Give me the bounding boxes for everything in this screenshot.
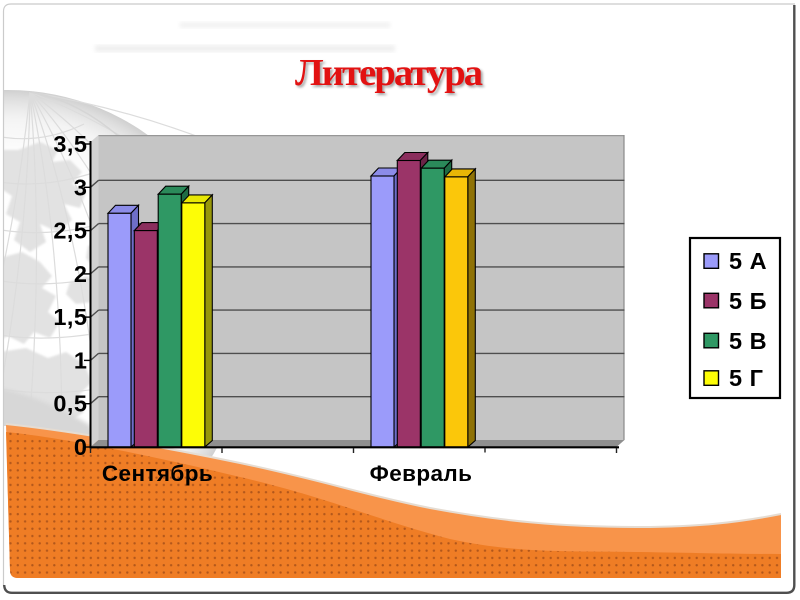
svg-text:2: 2 bbox=[74, 261, 88, 287]
svg-text:3,5: 3,5 bbox=[53, 131, 87, 157]
svg-text:Сентябрь: Сентябрь bbox=[102, 461, 213, 486]
svg-text:3: 3 bbox=[74, 174, 88, 200]
svg-text:5 А: 5 А bbox=[729, 248, 767, 274]
svg-text:5 В: 5 В bbox=[729, 328, 767, 354]
svg-text:1,5: 1,5 bbox=[53, 304, 87, 330]
svg-text:Литература: Литература bbox=[297, 54, 485, 96]
svg-text:Февраль: Февраль bbox=[370, 461, 473, 486]
svg-text:5 Г: 5 Г bbox=[729, 365, 763, 391]
svg-text:0: 0 bbox=[74, 434, 88, 460]
svg-text:1: 1 bbox=[74, 347, 88, 373]
svg-text:2,5: 2,5 bbox=[53, 218, 87, 244]
svg-text:0,5: 0,5 bbox=[53, 391, 87, 417]
svg-text:Литература: Литература bbox=[295, 52, 483, 94]
svg-text:5 Б: 5 Б bbox=[729, 288, 767, 314]
